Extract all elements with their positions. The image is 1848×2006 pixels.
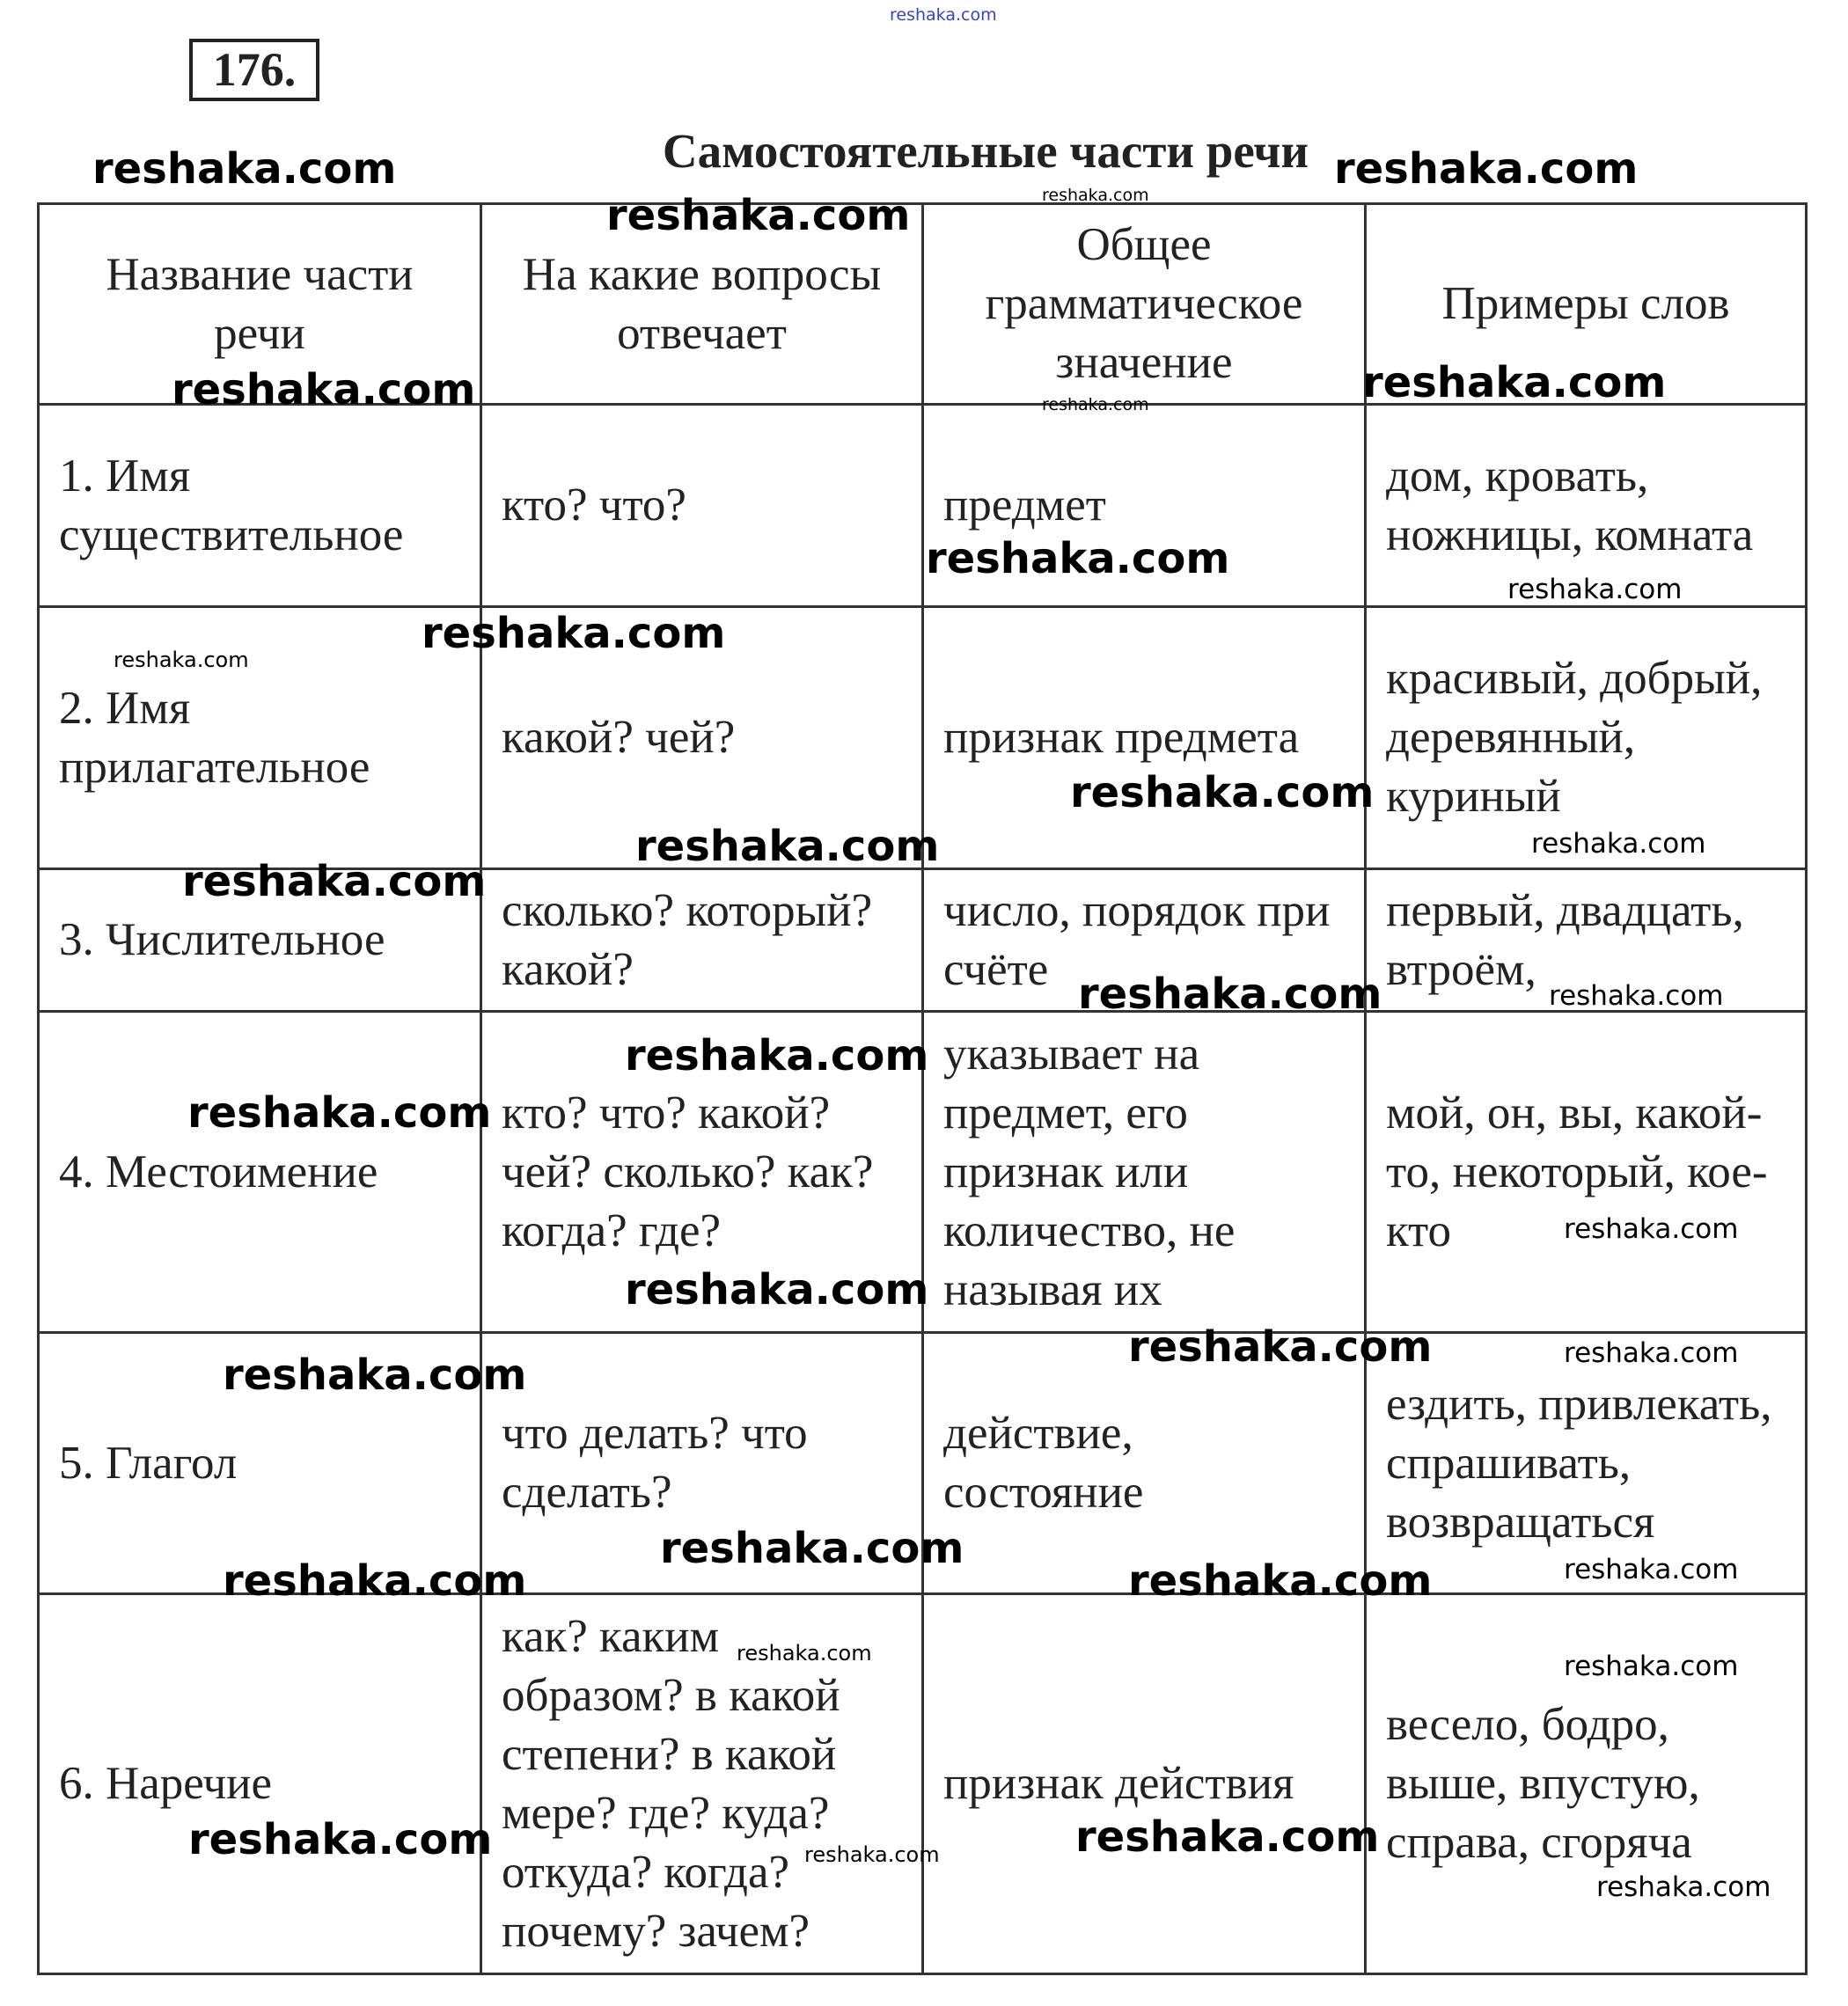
table-cell: как? каким образом? в какой степени? в к… xyxy=(480,1592,924,1975)
watermark: reshaka.com xyxy=(1078,970,1382,1019)
table-cell: 4. Местоимение xyxy=(37,1010,482,1334)
table-cell: что делать? что сделать? xyxy=(480,1331,924,1595)
watermark: reshaka.com xyxy=(625,1031,929,1080)
watermark: reshaka.com xyxy=(625,1265,929,1314)
watermark: reshaka.com xyxy=(1334,144,1639,194)
watermark: reshaka.com xyxy=(890,5,997,25)
table-cell: сколько? который? какой? xyxy=(480,868,924,1013)
watermark: reshaka.com xyxy=(737,1641,872,1666)
table-header-row: Название части речи На какие вопросы отв… xyxy=(37,202,1808,406)
watermark: reshaka.com xyxy=(1564,1651,1739,1682)
table-cell: дом, кровать, ножницы, комната xyxy=(1364,403,1808,608)
watermark: reshaka.com xyxy=(182,857,487,906)
parts-of-speech-table: Название части речи На какие вопросы отв… xyxy=(37,202,1808,1975)
watermark: reshaka.com xyxy=(223,1351,527,1400)
table-cell: указывает на предмет, его признак или ко… xyxy=(921,1010,1367,1334)
table-cell: 1. Имя существительное xyxy=(37,403,482,608)
table-cell: какой? чей? xyxy=(480,605,924,870)
header-cell: Название части речи xyxy=(37,202,482,406)
header-cell: Примеры слов xyxy=(1364,202,1808,406)
watermark: reshaka.com xyxy=(1564,1554,1739,1585)
watermark: reshaka.com xyxy=(1549,980,1724,1012)
watermark: reshaka.com xyxy=(114,648,249,672)
table-cell: 6. Наречие xyxy=(37,1592,482,1975)
table-row: 3. Числительное сколько? который? какой?… xyxy=(37,868,1808,1013)
table-cell: кто? что? xyxy=(480,403,924,608)
watermark: reshaka.com xyxy=(804,1842,940,1867)
exercise-number: 176. xyxy=(189,39,319,101)
watermark: reshaka.com xyxy=(1042,395,1149,414)
table-cell: предмет xyxy=(921,403,1367,608)
table-cell: первый, двадцать, втроём, xyxy=(1364,868,1808,1013)
table-row: 2. Имя прилагательное какой? чей? призна… xyxy=(37,605,1808,870)
watermark: reshaka.com xyxy=(1070,768,1375,817)
watermark: reshaka.com xyxy=(1507,574,1683,605)
table-cell: мой, он, вы, какой-то, некоторый, кое-кт… xyxy=(1364,1010,1808,1334)
watermark: reshaka.com xyxy=(187,1088,492,1138)
watermark: reshaka.com xyxy=(1596,1871,1771,1903)
table-row: 4. Местоимение кто? что? какой? чей? ско… xyxy=(37,1010,1808,1334)
table-cell: ездить, привлекать, спрашивать, возвраща… xyxy=(1364,1331,1808,1595)
watermark: reshaka.com xyxy=(422,609,726,658)
table-cell: число, порядок при счёте xyxy=(921,868,1367,1013)
watermark: reshaka.com xyxy=(1564,1337,1739,1369)
table-cell: признак действия xyxy=(921,1592,1367,1975)
table-cell: 2. Имя прилагательное xyxy=(37,605,482,870)
table-cell: 5. Глагол xyxy=(37,1331,482,1595)
table-cell: весело, бодро, выше, впустую, справа, сг… xyxy=(1364,1592,1808,1975)
table-cell: кто? что? какой? чей? сколько? как? когд… xyxy=(480,1010,924,1334)
watermark: reshaka.com xyxy=(1042,186,1149,205)
watermark: reshaka.com xyxy=(223,1556,527,1606)
watermark: reshaka.com xyxy=(1128,1322,1433,1372)
watermark: reshaka.com xyxy=(926,534,1230,583)
table-cell: красивый, добрый, деревянный, куриный xyxy=(1364,605,1808,870)
header-cell: На какие вопросы отвечает xyxy=(480,202,924,406)
table-row: 1. Имя существительное кто? что? предмет… xyxy=(37,403,1808,608)
watermark: reshaka.com xyxy=(172,365,476,414)
watermark: reshaka.com xyxy=(1531,828,1706,860)
watermark: reshaka.com xyxy=(1362,358,1667,407)
watermark: reshaka.com xyxy=(1564,1213,1739,1245)
table-row: 6. Наречие как? каким образом? в какой с… xyxy=(37,1592,1808,1975)
page-title: Самостоятельные части речи xyxy=(662,124,1309,178)
watermark: reshaka.com xyxy=(1128,1556,1433,1606)
watermark: reshaka.com xyxy=(606,191,911,240)
table-cell: признак предмета xyxy=(921,605,1367,870)
table-cell: действие, состояние xyxy=(921,1331,1367,1595)
watermark: reshaka.com xyxy=(188,1815,493,1864)
table-row: 5. Глагол что делать? что сделать? дейст… xyxy=(37,1331,1808,1595)
table-cell: 3. Числительное xyxy=(37,868,482,1013)
header-cell: Общее грамматическое значение xyxy=(921,202,1367,406)
watermark: reshaka.com xyxy=(660,1524,964,1573)
watermark: reshaka.com xyxy=(635,822,940,871)
watermark: reshaka.com xyxy=(1075,1812,1380,1862)
watermark: reshaka.com xyxy=(92,144,397,194)
